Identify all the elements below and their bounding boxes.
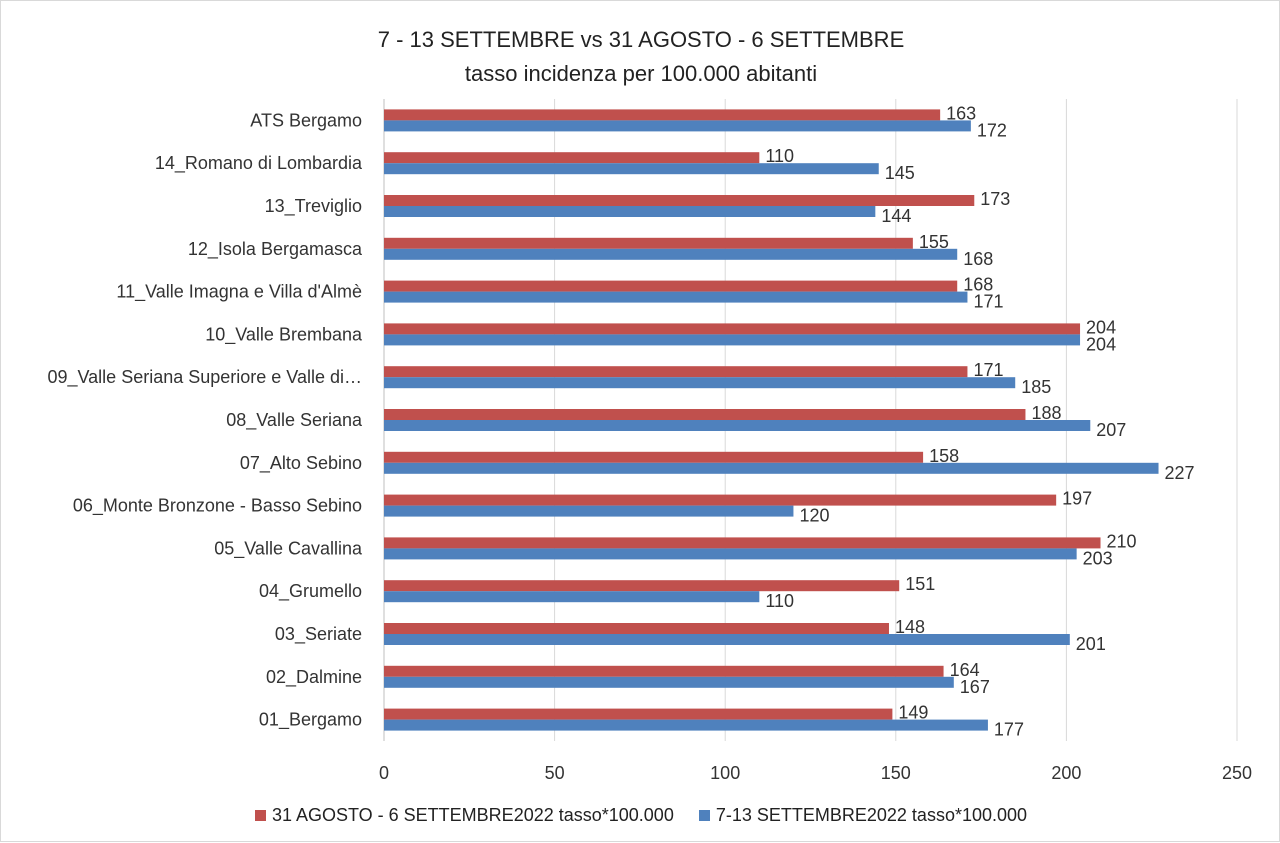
data-label: 145 [885,163,915,183]
data-label: 172 [977,120,1007,140]
data-label: 168 [963,249,993,269]
bar-series-1 [384,580,900,592]
category-label: 08_Valle Seriana [226,410,363,431]
bar-series-1 [384,280,958,292]
data-label: 210 [1107,531,1137,551]
legend-swatch-blue [698,810,710,821]
bar-series-1 [384,708,893,720]
category-label: 02_Dalmine [266,667,362,688]
x-tick-labels: 0 50 100 150 200 250 [379,763,1252,783]
data-label: 120 [799,506,829,526]
data-label: 164 [950,660,980,680]
category-label: 05_Valle Cavallina [214,538,363,559]
legend-item-series-2: 7-13 SETTEMBRE2022 tasso*100.000 [698,805,1028,826]
bar-series-2 [384,676,954,688]
data-label: 203 [1083,548,1113,568]
data-label: 110 [765,591,794,611]
bar-series-1 [384,665,944,677]
legend-item-series-1: 31 AGOSTO - 6 SETTEMBRE2022 tasso*100.00… [254,805,674,826]
category-label: 14_Romano di Lombardia [155,153,363,174]
bar-series-2 [384,377,1016,389]
category-label: 10_Valle Brembana [205,324,363,345]
bar-series-2 [384,634,1070,645]
category-label: 09_Valle Seriana Superiore e Valle di… [47,367,362,388]
bar-series-1 [384,451,924,463]
data-label: 201 [1076,634,1106,654]
bar-series-2 [384,120,971,132]
data-label: 155 [919,232,949,252]
category-label: 04_Grumello [259,581,362,602]
category-label: 01_Bergamo [259,710,362,731]
legend-label-series-1: 31 AGOSTO - 6 SETTEMBRE2022 tasso*100.00… [271,805,674,825]
data-label: 149 [898,703,928,723]
bar-series-2 [384,548,1077,560]
bar-series-2 [384,462,1159,474]
bar-series-1 [384,323,1081,335]
x-tick-label: 200 [1051,763,1081,783]
x-tick-label: 100 [710,763,740,783]
data-labels: 1631721101451731441551681681712042041711… [765,103,1194,739]
data-label: 110 [765,146,794,166]
data-label: 207 [1096,420,1126,440]
data-label: 188 [1031,403,1061,423]
category-label: 13_Treviglio [265,196,362,217]
bar-series-2 [384,206,876,217]
category-label: 03_Seriate [275,624,362,645]
data-label: 168 [963,275,993,295]
bar-series-1 [384,366,968,378]
data-label: 197 [1062,489,1092,509]
bar-series-2 [384,719,988,731]
chart-subtitle: tasso incidenza per 100.000 abitanti [464,61,818,86]
x-tick-label: 150 [881,763,911,783]
category-labels: ATS Bergamo 14_Romano di Lombardia 13_Trev… [47,110,363,730]
x-tick-label: 250 [1222,763,1252,783]
data-label: 151 [905,574,935,594]
bar-series-2 [384,248,958,260]
x-tick-label: 0 [379,763,389,783]
legend-swatch-red [254,810,266,821]
data-label: 227 [1165,463,1195,483]
chart-title: 7 - 13 SETTEMBRE vs 31 AGOSTO - 6 SETTEM… [377,27,905,52]
bar-series-1 [384,109,941,121]
bar-series-1 [384,152,760,164]
data-label: 158 [929,446,959,466]
bar-series-1 [384,494,1057,506]
data-label: 163 [946,103,976,123]
data-label: 148 [895,617,925,637]
data-label: 204 [1086,317,1116,337]
bar-series-2 [384,505,794,517]
legend-label-series-2: 7-13 SETTEMBRE2022 tasso*100.000 [715,805,1028,825]
bar-series-1 [384,537,1101,549]
bar-series-1 [384,195,975,206]
bar-series-2 [384,334,1081,346]
data-label: 173 [980,189,1010,209]
bar-series-1 [384,237,913,249]
legend: 31 AGOSTO - 6 SETTEMBRE2022 tasso*100.00… [1,805,1280,826]
bar-series-2 [384,163,879,175]
data-label: 167 [960,677,990,697]
data-label: 177 [994,720,1024,740]
category-label: ATS Bergamo [250,110,362,130]
bar-series-2 [384,591,760,603]
data-label: 171 [973,292,1003,312]
data-label: 185 [1021,377,1051,397]
bars [384,109,1159,731]
category-label: 11_Valle Imagna e Villa d'Almè [116,282,362,303]
category-label: 12_Isola Bergamasca [188,239,363,260]
data-label: 204 [1086,334,1116,354]
x-tick-label: 50 [545,763,565,783]
category-label: 07_Alto Sebino [240,453,362,474]
bar-series-2 [384,420,1091,431]
bar-series-2 [384,291,968,303]
bar-series-1 [384,623,889,634]
data-label: 171 [973,360,1003,380]
category-label: 06_Monte Bronzone - Basso Sebino [73,496,362,517]
data-label: 144 [881,206,911,226]
bar-series-1 [384,409,1026,420]
